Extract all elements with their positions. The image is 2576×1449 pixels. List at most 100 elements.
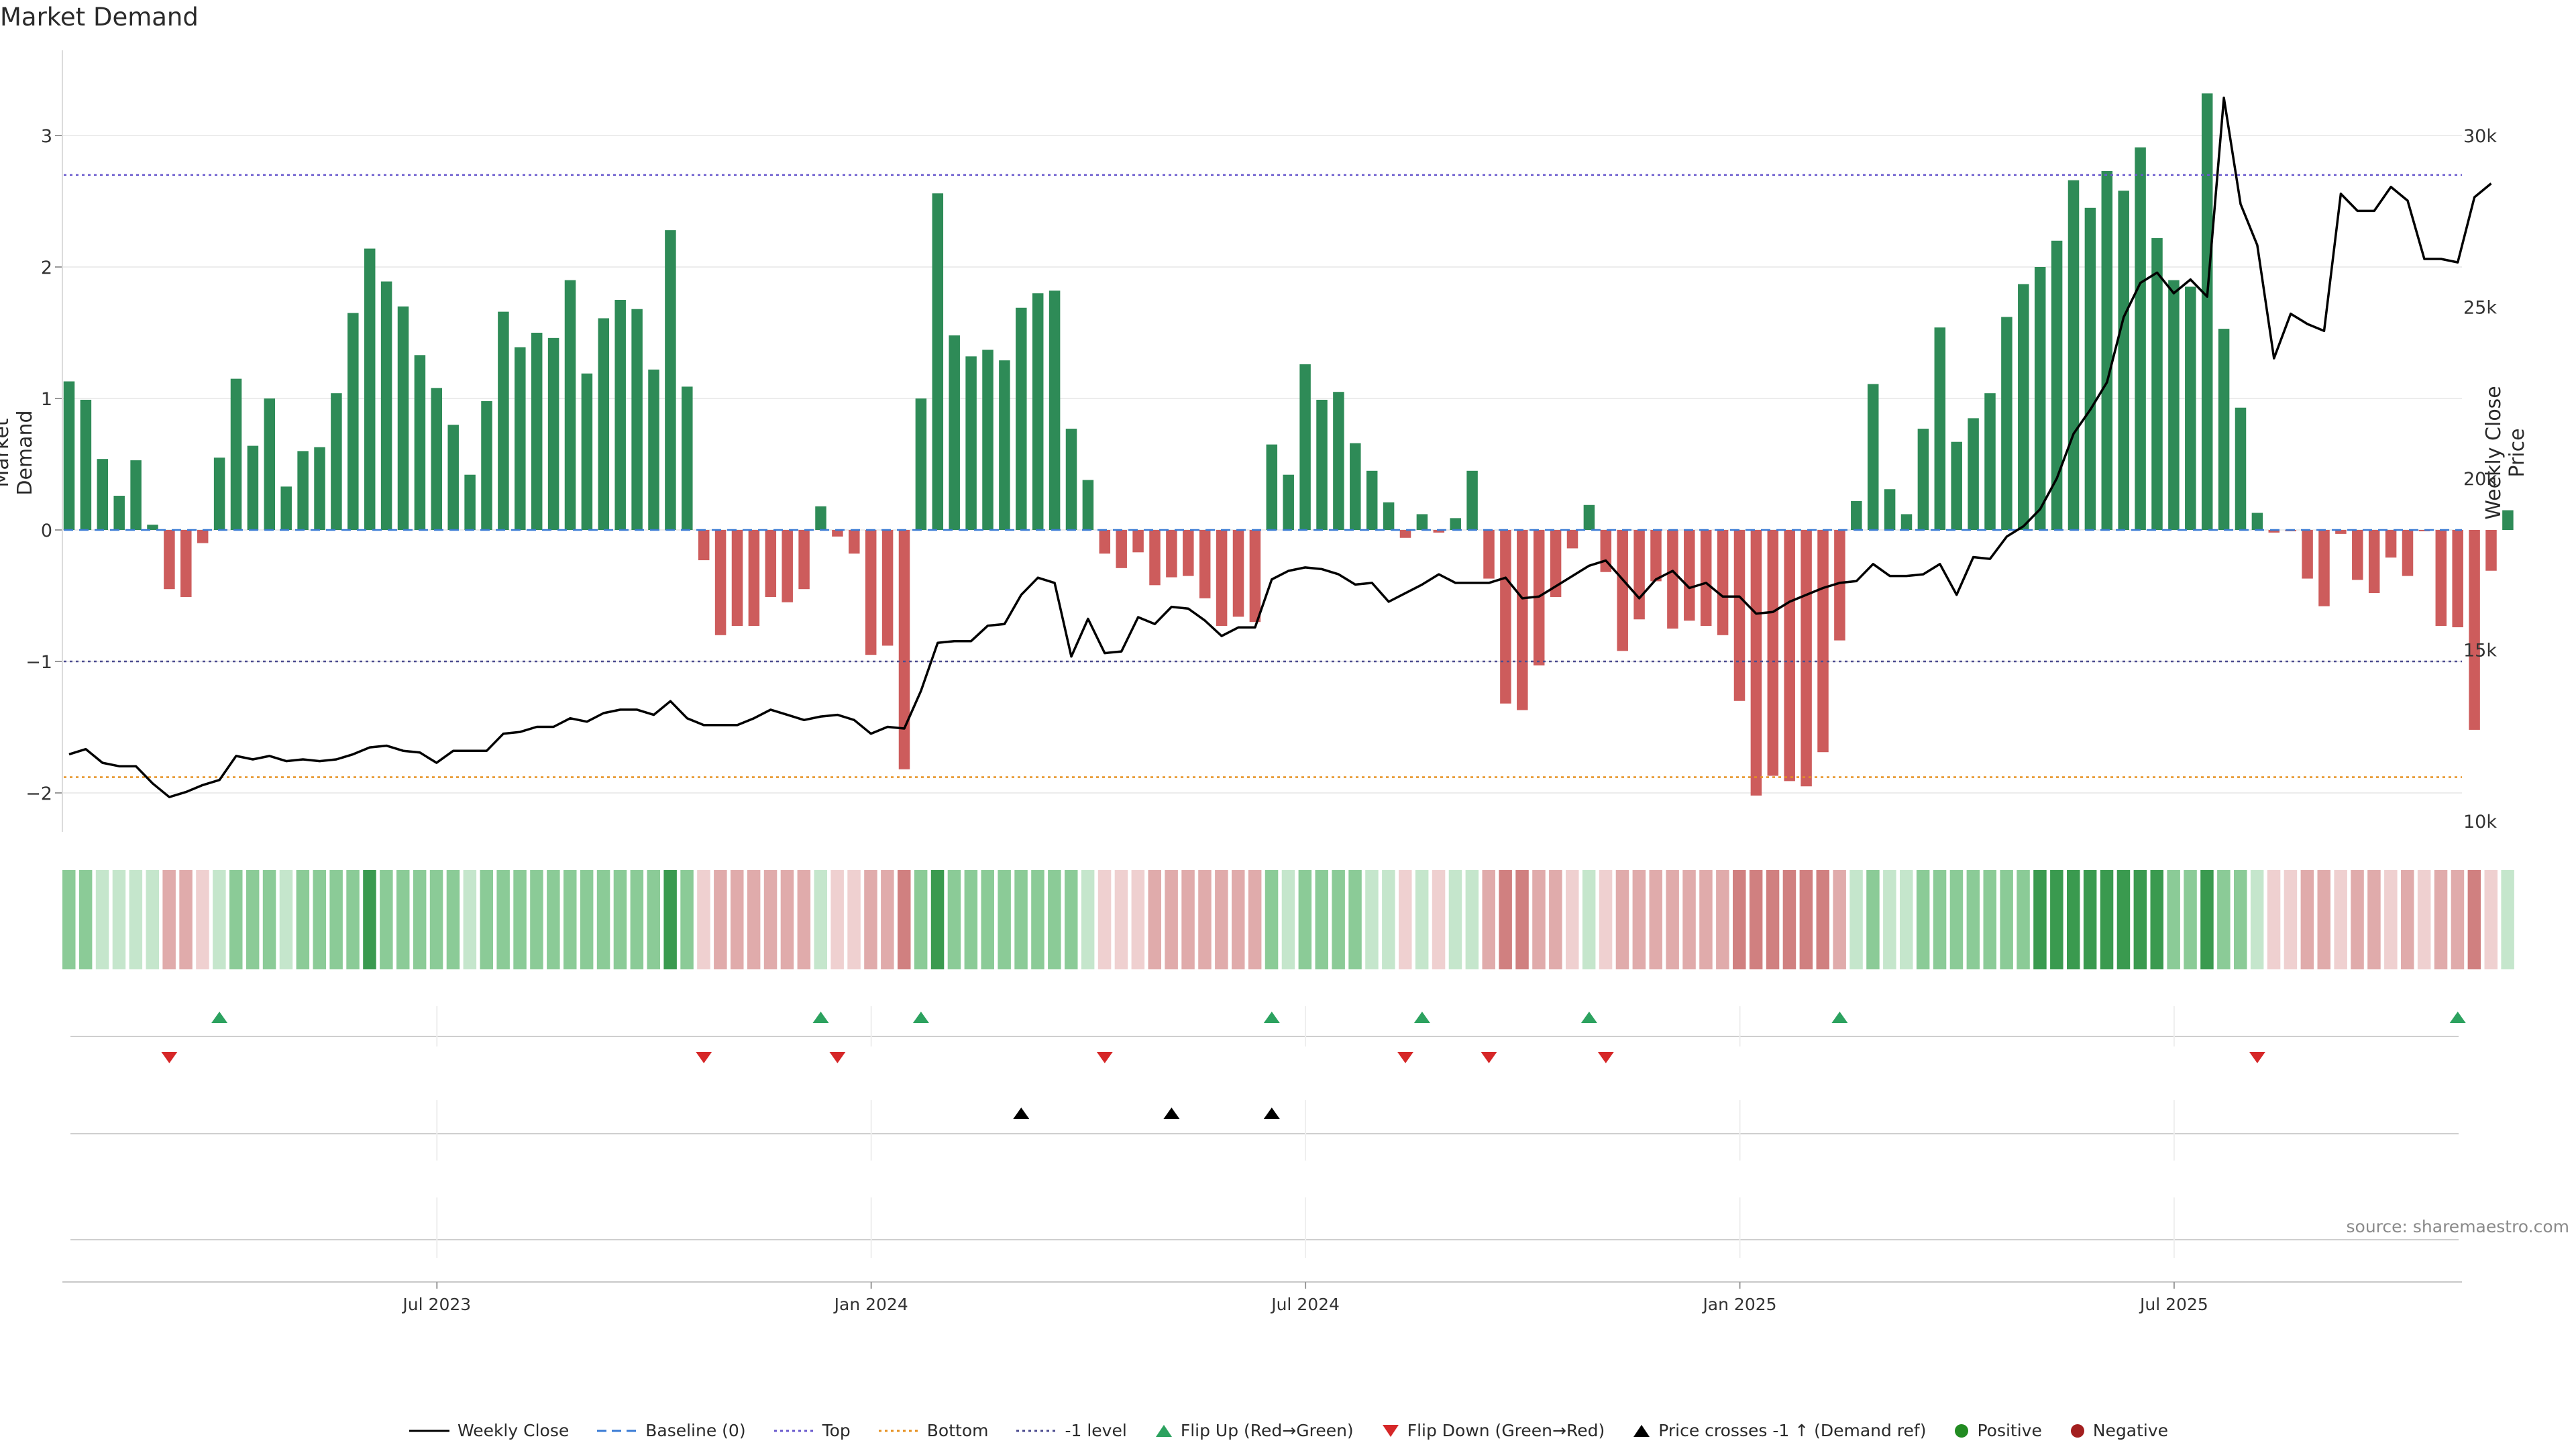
flip-up-marker bbox=[1831, 1012, 1848, 1023]
bar-negative bbox=[2385, 530, 2397, 558]
heat-cell bbox=[1465, 870, 1479, 969]
heat-cell bbox=[1232, 870, 1245, 969]
bar-negative bbox=[898, 530, 910, 769]
heat-cell bbox=[2167, 870, 2180, 969]
heat-cell bbox=[1315, 870, 1328, 969]
legend-item-negative: Negative bbox=[2069, 1421, 2168, 1440]
heat-cell bbox=[2067, 870, 2080, 969]
heat-cell bbox=[1799, 870, 1813, 969]
heat-cell bbox=[1532, 870, 1546, 969]
legend-label: -1 level bbox=[1065, 1421, 1127, 1440]
heat-cell bbox=[731, 870, 744, 969]
flip-up-marker bbox=[812, 1012, 829, 1023]
bar-positive bbox=[631, 309, 643, 530]
heat-cell bbox=[1065, 870, 1078, 969]
heat-cell bbox=[580, 870, 594, 969]
bar-negative bbox=[1767, 530, 1779, 776]
bar-positive bbox=[682, 386, 693, 530]
heat-cell bbox=[1733, 870, 1746, 969]
demand-heat-strip bbox=[62, 870, 2514, 969]
bar-negative bbox=[1500, 530, 1511, 704]
heat-cell bbox=[2334, 870, 2347, 969]
bar-positive bbox=[2018, 284, 2029, 530]
bar-positive bbox=[464, 474, 476, 530]
heat-cell bbox=[1933, 870, 1947, 969]
bar-positive bbox=[1016, 307, 1027, 530]
bar-positive bbox=[2235, 407, 2247, 530]
heat-cell bbox=[1081, 870, 1095, 969]
heat-cell bbox=[2133, 870, 2147, 969]
heat-cell bbox=[313, 870, 326, 969]
flip-up-marker bbox=[1580, 1012, 1597, 1023]
bar-positive bbox=[1333, 392, 1344, 530]
bar-positive bbox=[97, 459, 109, 530]
bar-positive bbox=[1984, 393, 1996, 530]
heat-cell bbox=[914, 870, 928, 969]
heat-cell bbox=[1983, 870, 1996, 969]
bar-positive bbox=[1917, 429, 1929, 530]
legend-label: Weekly Close bbox=[457, 1421, 570, 1440]
heat-cell bbox=[1332, 870, 1345, 969]
heat-cell bbox=[296, 870, 310, 969]
bar-positive bbox=[2218, 329, 2230, 530]
bar-positive bbox=[2135, 147, 2146, 530]
heat-cell bbox=[329, 870, 343, 969]
heat-cell bbox=[1849, 870, 1863, 969]
heat-cell bbox=[1114, 870, 1128, 969]
heat-cell bbox=[1298, 870, 1312, 969]
bar-negative bbox=[2435, 530, 2447, 627]
axes: −2 −1 0 1 2 3 10k 15k 20k 25k 30k bbox=[25, 50, 2497, 833]
bar-negative bbox=[1733, 530, 1746, 701]
heat-cell bbox=[2401, 870, 2414, 969]
bar-negative bbox=[1433, 530, 1445, 533]
heat-cell bbox=[1448, 870, 1462, 969]
heat-cell bbox=[480, 870, 493, 969]
bar-positive bbox=[264, 398, 276, 530]
bar-negative bbox=[1700, 530, 1712, 627]
legend-swatch-dashed bbox=[597, 1430, 638, 1432]
bar-positive bbox=[1583, 504, 1595, 530]
bar-negative bbox=[2469, 530, 2480, 730]
legend-item-flip-down: Flip Down (Green→Red) bbox=[1381, 1421, 1605, 1440]
legend-item-price-cross: Price crosses -1 ↑ (Demand ref) bbox=[1631, 1421, 1926, 1440]
heat-cell bbox=[1782, 870, 1796, 969]
flip-down-marker bbox=[1481, 1052, 1497, 1063]
legend-item-weekly-close: Weekly Close bbox=[408, 1421, 569, 1440]
heat-cell bbox=[1097, 870, 1112, 969]
bar-negative bbox=[2335, 530, 2347, 534]
legend-dot-icon bbox=[1955, 1424, 1969, 1438]
price-line bbox=[68, 97, 2492, 798]
heat-cell bbox=[496, 870, 510, 969]
heat-cell bbox=[981, 870, 994, 969]
bar-negative bbox=[714, 530, 727, 635]
bar-positive bbox=[2201, 93, 2213, 530]
heat-cell bbox=[1148, 870, 1161, 969]
y-tick-label-right: 10k bbox=[2463, 812, 2497, 833]
heat-cell bbox=[246, 870, 260, 969]
bar-negative bbox=[1617, 530, 1628, 651]
heat-cell bbox=[1165, 870, 1178, 969]
heat-cell bbox=[747, 870, 761, 969]
bar-positive bbox=[598, 318, 610, 530]
heat-cell bbox=[2501, 870, 2514, 969]
heat-cell bbox=[363, 870, 376, 969]
heat-cell bbox=[513, 870, 527, 969]
bar-positive bbox=[915, 398, 927, 530]
heat-cell bbox=[1749, 870, 1763, 969]
heat-cell bbox=[2467, 870, 2481, 969]
y-tick-label-left: 0 bbox=[41, 521, 52, 541]
heat-cell bbox=[864, 870, 877, 969]
bar-negative bbox=[1817, 530, 1829, 753]
bar-negative bbox=[1684, 530, 1695, 621]
heat-cell bbox=[1949, 870, 1964, 969]
price-cross-marker bbox=[1163, 1108, 1180, 1119]
bar-negative bbox=[180, 530, 192, 597]
bar-positive bbox=[1283, 474, 1294, 530]
heat-cell bbox=[213, 870, 226, 969]
heat-cell bbox=[162, 870, 176, 969]
bar-negative bbox=[1232, 530, 1244, 617]
heat-cell bbox=[1348, 870, 1362, 969]
heat-cell bbox=[1031, 870, 1044, 969]
heat-cell bbox=[196, 870, 209, 969]
heat-cell bbox=[380, 870, 393, 969]
